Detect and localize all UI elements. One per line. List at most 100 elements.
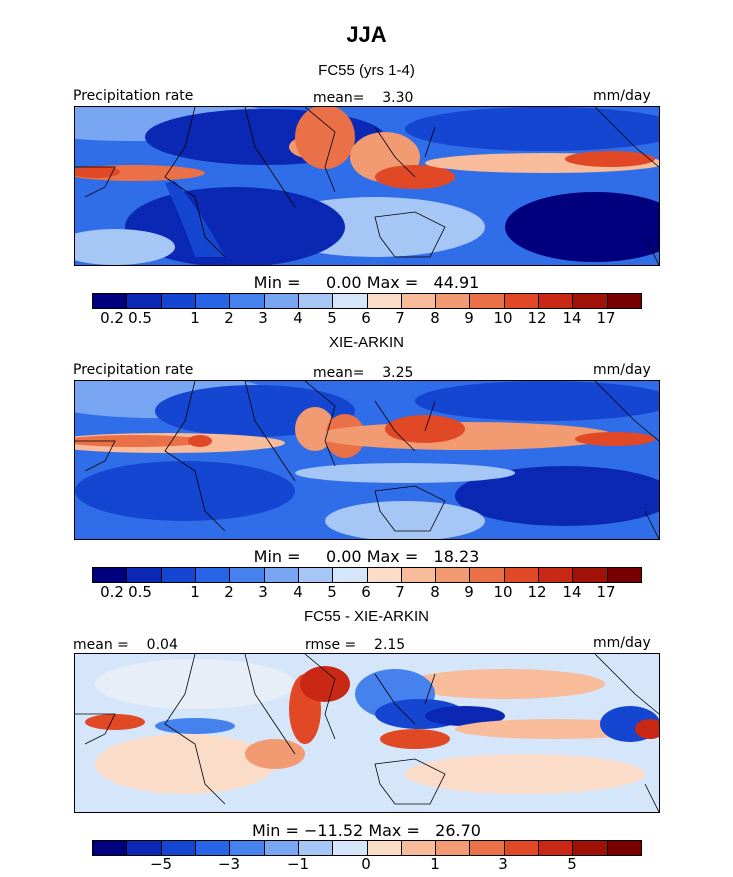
panel-label-variable: Precipitation rate: [73, 88, 194, 104]
colorbar-tick: 17: [596, 583, 616, 601]
colorbar-swatch: [333, 841, 368, 855]
colorbar-swatch: [401, 841, 437, 855]
precip-map-model-field: [75, 107, 659, 265]
colorbar-tick: 8: [430, 309, 440, 327]
panel-label-variable: Precipitation rate: [73, 362, 194, 378]
colorbar-swatch: [230, 568, 265, 582]
colorbar-ticks-difference: −5 −3 −1 0 1 3 5: [92, 855, 640, 873]
colorbar-tick: 3: [258, 583, 268, 601]
colorbar-swatch: [93, 568, 128, 582]
colorbar-tick: −5: [149, 855, 173, 873]
colorbar-swatch: [93, 841, 128, 855]
colorbar-swatch: [333, 294, 368, 308]
colorbar-swatch: [436, 568, 471, 582]
colorbar-tick: 10: [493, 583, 513, 601]
colorbar-swatch: [367, 294, 402, 308]
colorbar-precip-obs: [92, 567, 642, 583]
colorbar-swatch: [93, 294, 128, 308]
panel-mean-value: mean= 3.25: [313, 365, 414, 381]
colorbar-swatch: [195, 294, 231, 308]
colorbar-swatch: [539, 294, 574, 308]
colorbar-tick: 12: [527, 309, 547, 327]
colorbar-swatch: [127, 841, 162, 855]
colorbar-swatch: [298, 841, 334, 855]
panel-title-difference: FC55 - XIE-ARKIN: [303, 608, 430, 625]
colorbar-swatch: [607, 568, 641, 582]
colorbar-tick: 2: [224, 583, 234, 601]
colorbar-swatch: [504, 294, 540, 308]
colorbar-swatch: [333, 568, 368, 582]
colorbar-tick: 14: [562, 309, 582, 327]
colorbar-tick: −1: [286, 855, 310, 873]
colorbar-swatch: [264, 841, 299, 855]
colorbar-tick: 0: [361, 855, 371, 873]
colorbar-swatch: [161, 568, 196, 582]
colorbar-swatch: [367, 841, 402, 855]
colorbar-swatch: [230, 294, 265, 308]
colorbar-swatch: [298, 294, 334, 308]
precip-map-model: [74, 106, 660, 266]
colorbar-swatch: [470, 294, 505, 308]
colorbar-swatch: [470, 841, 505, 855]
colorbar-tick: 0.5: [128, 583, 152, 601]
colorbar-swatch: [161, 294, 196, 308]
colorbar-tick: 4: [293, 583, 303, 601]
colorbar-swatch: [264, 568, 299, 582]
colorbar-swatch: [264, 294, 299, 308]
colorbar-tick: 4: [293, 309, 303, 327]
colorbar-tick: 1: [190, 583, 200, 601]
colorbar-tick: −3: [217, 855, 241, 873]
colorbar-tick: 17: [596, 309, 616, 327]
colorbar-tick: 5: [327, 309, 337, 327]
colorbar-swatch: [367, 568, 402, 582]
colorbar-tick: 0.2: [100, 309, 124, 327]
colorbar-swatch: [195, 841, 231, 855]
colorbar-tick: 2: [224, 309, 234, 327]
colorbar-swatch: [195, 568, 231, 582]
panel-min-max: Min = 0.00 Max = 18.23: [253, 547, 480, 566]
panel-rmse: rmse = 2.15: [305, 637, 406, 653]
panel-mean-diff: mean = 0.04: [73, 637, 178, 653]
colorbar-swatch: [470, 568, 505, 582]
colorbar-swatch: [436, 841, 471, 855]
panel-units: mm/day: [593, 362, 651, 378]
colorbar-tick: 6: [361, 309, 371, 327]
colorbar-tick: 1: [430, 855, 440, 873]
colorbar-swatch: [573, 568, 608, 582]
colorbar-tick: 7: [395, 583, 405, 601]
colorbar-swatch: [573, 294, 608, 308]
precip-map-obs: [74, 380, 660, 540]
colorbar-tick: 9: [464, 583, 474, 601]
colorbar-swatch: [436, 294, 471, 308]
colorbar-swatch: [401, 568, 437, 582]
colorbar-tick: 12: [527, 583, 547, 601]
panel-units: mm/day: [593, 88, 651, 104]
colorbar-tick: 1: [190, 309, 200, 327]
colorbar-tick: 8: [430, 583, 440, 601]
colorbar-swatch: [230, 841, 265, 855]
colorbar-swatch: [401, 294, 437, 308]
precip-map-difference: [74, 653, 660, 813]
colorbar-tick: 0.2: [100, 583, 124, 601]
panel-title-model: FC55 (yrs 1-4): [318, 62, 415, 79]
colorbar-tick: 5: [567, 855, 577, 873]
colorbar-swatch: [504, 568, 540, 582]
colorbar-tick: 7: [395, 309, 405, 327]
panel-mean-value: mean= 3.30: [313, 90, 414, 106]
panel-units: mm/day: [593, 635, 651, 651]
colorbar-swatch: [539, 841, 574, 855]
colorbar-difference: [92, 840, 642, 856]
colorbar-swatch: [127, 568, 162, 582]
panel-min-max: Min = −11.52 Max = 26.70: [252, 821, 481, 840]
precip-map-obs-field: [75, 381, 659, 539]
season-title: JJA: [346, 22, 387, 47]
colorbar-tick: 6: [361, 583, 371, 601]
colorbar-swatch: [161, 841, 196, 855]
precip-map-difference-field: [75, 654, 659, 812]
colorbar-precip-model: [92, 293, 642, 309]
colorbar-tick: 3: [498, 855, 508, 873]
colorbar-swatch: [573, 841, 608, 855]
colorbar-tick: 3: [258, 309, 268, 327]
colorbar-tick: 9: [464, 309, 474, 327]
colorbar-ticks-model: 0.2 0.5 1 2 3 4 5 6 7 8 9 10 12 14 17: [92, 309, 640, 327]
